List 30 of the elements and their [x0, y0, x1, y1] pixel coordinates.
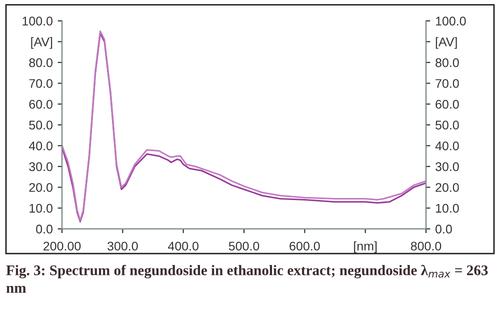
y-tick-label: 60.0 [29, 100, 52, 109]
y-tick-label: 30.0 [29, 162, 52, 172]
y2-tick-label: 60.0 [436, 100, 459, 109]
y2-tick-label: 30.0 [436, 162, 459, 172]
y2-tick-label: 20.0 [436, 183, 459, 192]
y-tick-label: 100.0 [22, 16, 52, 26]
x-tick-label: 500.0 [228, 242, 260, 251]
y2-tick-label: 0.0 [436, 224, 452, 234]
x-tick-label: 200.00 [44, 242, 81, 251]
y2-tick-label: 10.0 [436, 204, 459, 213]
y-tick-label: 50.0 [29, 120, 52, 130]
y-tick-label: 10.0 [30, 204, 52, 213]
y2-tick-label: 80.0 [436, 58, 459, 68]
y-tick-label: 80.0 [29, 58, 52, 68]
y2-tick-label: 100.0 [436, 16, 466, 26]
x-tick-label: 300.0 [108, 242, 138, 251]
y2-tick-label: 70.0 [436, 79, 459, 88]
y-tick-label: 70.0 [29, 79, 52, 88]
y-tick-label: [AV] [31, 37, 52, 49]
text: Fig. 3: Spectrum of negundoside in ethanolic extract; negundoside λ$_{max}$ = 263 nm [6, 264, 488, 293]
y2-tick-label: 50.0 [436, 120, 459, 130]
x-tick-label: 800.0 [410, 242, 442, 251]
y2-tick-label: 40.0 [435, 141, 459, 150]
y-tick-label: 0.0 [36, 224, 52, 234]
x-tick-label: [nm] [354, 241, 377, 254]
y-tick-label: 40.0 [28, 141, 52, 150]
y2-tick-label: [AV] [436, 37, 457, 49]
y-tick-label: 20.0 [29, 183, 52, 192]
x-tick-label: 400.0 [168, 242, 198, 251]
x-tick-label: 600.0 [290, 242, 320, 251]
